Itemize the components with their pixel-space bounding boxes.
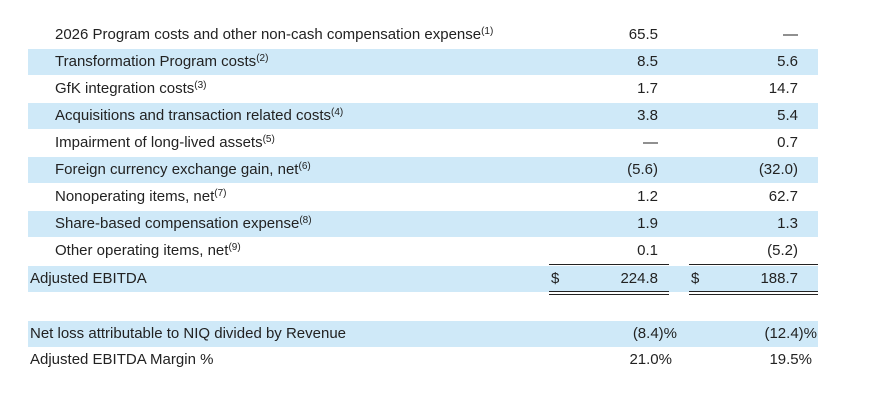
ratio-value-2025: (8.4)% [632, 325, 677, 342]
table-row: Acquisitions and transaction related cos… [0, 103, 890, 129]
ratio-value-2024: (12.4)% [764, 325, 817, 342]
value-2025: 8.5 [637, 53, 658, 70]
table-row: Impairment of long-lived assets(5) — 0.7 [0, 130, 890, 156]
value-2024: 5.4 [777, 107, 798, 124]
value-2025: — [643, 134, 658, 151]
total-double-rule [689, 294, 818, 295]
value-2024: 62.7 [768, 188, 798, 205]
row-shading [28, 266, 818, 292]
table-row: Transformation Program costs(2) 8.5 5.6 [0, 49, 890, 75]
row-label: Transformation Program costs(2) [55, 49, 268, 75]
row-label: Share-based compensation expense(8) [55, 211, 312, 237]
ratio-row: Adjusted EBITDA Margin % 21.0% 19.5% [0, 347, 890, 373]
value-2025: 1.9 [637, 215, 658, 232]
table-row: Nonoperating items, net(7) 1.2 62.7 [0, 184, 890, 210]
footnote-ref: (2) [256, 53, 269, 64]
row-label: Foreign currency exchange gain, net(6) [55, 157, 311, 183]
subtotal-rule [689, 264, 818, 265]
total-double-rule [689, 291, 818, 292]
table-row: Other operating items, net(9) 0.1 (5.2) [0, 238, 890, 264]
total-double-rule [549, 294, 669, 295]
currency-symbol: $ [551, 270, 560, 287]
footnote-ref: (4) [330, 107, 344, 118]
value-2024: (32.0) [758, 161, 798, 178]
row-label: GfK integration costs(3) [55, 76, 206, 102]
row-label-text: Impairment of long-lived assets [55, 134, 263, 151]
total-row: Adjusted EBITDA $ 224.8 $ 188.7 [0, 266, 890, 292]
table-row: 2026 Program costs and other non-cash co… [0, 22, 890, 48]
footnote-ref: (1) [481, 26, 494, 37]
row-label-text: Transformation Program costs [55, 53, 257, 70]
value-2025: (5.6) [627, 161, 658, 178]
total-double-rule [549, 291, 669, 292]
table-row: GfK integration costs(3) 1.7 14.7 [0, 76, 890, 102]
value-2025: 1.2 [637, 188, 658, 205]
row-label-text: GfK integration costs [55, 80, 195, 97]
value-2024: 0.7 [777, 134, 798, 151]
row-shading [28, 103, 818, 129]
total-value-2025: 224.8 [620, 270, 658, 287]
ratio-value-2025: 21.0% [629, 351, 672, 368]
value-2025: 0.1 [637, 242, 658, 259]
value-2025: 1.7 [637, 80, 658, 97]
value-2024: (5.2) [767, 242, 798, 259]
value-2024: 1.3 [777, 215, 798, 232]
footnote-ref: (3) [194, 80, 207, 91]
footnote-ref: (5) [262, 134, 275, 145]
value-2025: 65.5 [628, 26, 658, 43]
ratio-label: Adjusted EBITDA Margin % [30, 351, 214, 368]
ratio-row: Net loss attributable to NIQ divided by … [0, 321, 890, 347]
ratio-label: Net loss attributable to NIQ divided by … [30, 325, 347, 342]
row-label-text: 2026 Program costs and other non-cash co… [55, 26, 482, 43]
row-label-text: Acquisitions and transaction related cos… [55, 107, 331, 124]
row-shading [28, 49, 818, 75]
footnote-ref: (8) [299, 215, 312, 226]
currency-symbol: $ [691, 270, 700, 287]
value-2024: — [783, 26, 798, 43]
subtotal-rule [549, 264, 669, 265]
row-shading [28, 321, 818, 347]
total-value-2024: 188.7 [760, 270, 798, 287]
row-label: 2026 Program costs and other non-cash co… [55, 22, 493, 48]
value-2024: 5.6 [777, 53, 798, 70]
value-2024: 14.7 [768, 80, 798, 97]
table-row: Foreign currency exchange gain, net(6) (… [0, 157, 890, 183]
row-label: Acquisitions and transaction related cos… [55, 103, 343, 129]
row-label-text: Foreign currency exchange gain, net [55, 161, 299, 178]
footnote-ref: (6) [298, 161, 311, 172]
table-row: Share-based compensation expense(8) 1.9 … [0, 211, 890, 237]
row-label: Other operating items, net(9) [55, 238, 241, 264]
row-shading [28, 211, 818, 237]
footnote-ref: (9) [228, 242, 241, 253]
row-label-text: Nonoperating items, net [55, 188, 215, 205]
footnote-ref: (7) [214, 188, 227, 199]
value-2025: 3.8 [637, 107, 658, 124]
row-label-text: Other operating items, net [55, 242, 229, 259]
total-label: Adjusted EBITDA [30, 270, 147, 287]
row-shading [28, 157, 818, 183]
row-label: Nonoperating items, net(7) [55, 184, 227, 210]
row-label: Impairment of long-lived assets(5) [55, 130, 275, 156]
ratio-value-2024: 19.5% [769, 351, 812, 368]
row-label-text: Share-based compensation expense [55, 215, 300, 232]
